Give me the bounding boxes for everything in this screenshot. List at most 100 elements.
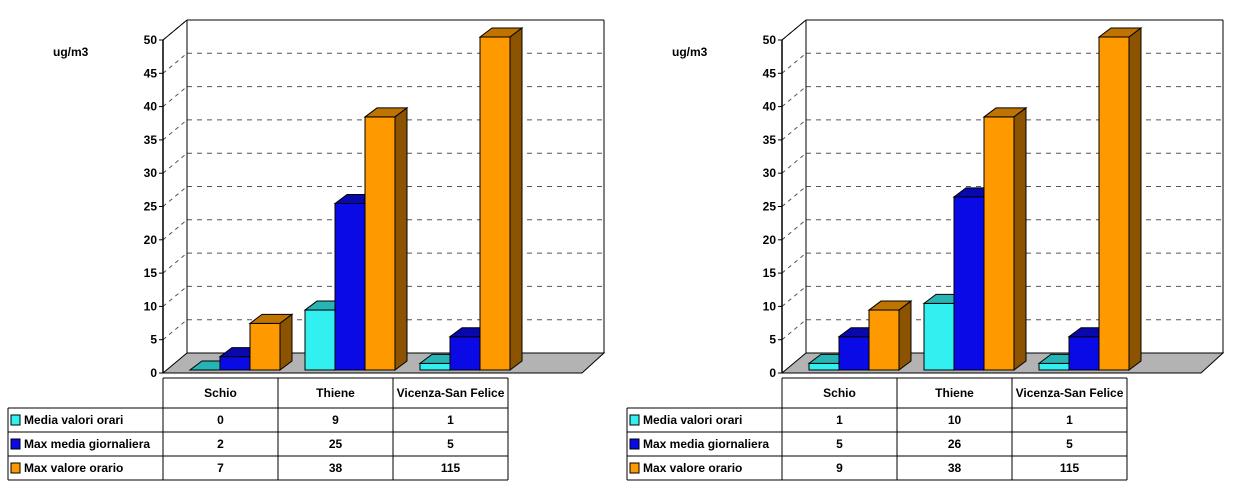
y-tick-label: 5 [769, 333, 776, 347]
gridline-diagonal [781, 119, 807, 141]
bar [867, 300, 913, 371]
category-label: Schio [823, 386, 856, 400]
legend-label: Max valore orario [643, 461, 742, 475]
legend-swatch [10, 462, 21, 474]
bar [982, 106, 1028, 371]
category-label: Thiene [316, 386, 355, 400]
gridline-diagonal [781, 219, 807, 241]
data-label: 38 [948, 461, 962, 475]
bar-front [334, 203, 366, 371]
data-label: 115 [441, 461, 461, 475]
y-tick-label: 35 [144, 133, 158, 147]
gridline-diagonal [162, 119, 188, 141]
y-tick-label: 0 [769, 366, 776, 380]
gridline-diagonal [781, 186, 807, 207]
data-label: 10 [948, 413, 962, 427]
bar-front [953, 196, 985, 371]
bar-front [479, 36, 511, 371]
gridline-diagonal [781, 86, 807, 107]
gridline-diagonal [781, 152, 807, 174]
y-tick-label: 25 [144, 200, 158, 214]
data-label: 2 [217, 437, 224, 451]
y-tick-label: 0 [150, 366, 157, 380]
category-label: Thiene [935, 386, 974, 400]
y-tick-label: 10 [763, 299, 777, 313]
category-label: Vicenza-San Felice [1016, 386, 1124, 400]
bar-front [364, 116, 396, 371]
data-label: 7 [217, 461, 224, 475]
y-tick-label: 25 [763, 200, 777, 214]
legend-label: Media valori orari [24, 413, 123, 427]
bar [478, 27, 524, 371]
legend-label: Max media giornaliera [24, 437, 150, 451]
data-label: 1 [447, 413, 454, 427]
bar-side [898, 300, 912, 371]
y-tick-label: 40 [144, 100, 158, 114]
data-label: 25 [329, 437, 343, 451]
bar-side [394, 106, 408, 371]
y-tick-label: 40 [763, 100, 777, 114]
chart-left: 0 5 10 15 20 25 30 35 40 45 50 ug/m3 Schio Thiene Vice… [0, 0, 618, 482]
bar-front [868, 309, 900, 371]
gridline-diagonal [162, 219, 188, 241]
bar-front [983, 116, 1015, 371]
category-label: Schio [204, 386, 237, 400]
gridline-diagonal [162, 152, 188, 174]
bar-front [808, 362, 840, 371]
data-label: 5 [836, 437, 843, 451]
bar-front [838, 336, 870, 371]
y-tick-label: 50 [763, 33, 777, 47]
data-label: 9 [836, 461, 843, 475]
chart-right: 0 5 10 15 20 25 30 35 40 45 50 ug/m3 Schio Thiene Vice… [619, 0, 1237, 482]
y-tick-label: 35 [763, 133, 777, 147]
bar-front [1068, 336, 1100, 371]
y-tick-label: 30 [144, 166, 158, 180]
category-label: Vicenza-San Felice [397, 386, 505, 400]
data-label: 1 [1066, 413, 1073, 427]
y-tick-label: 20 [763, 233, 777, 247]
gridline-diagonal [781, 52, 807, 74]
data-label: 9 [332, 413, 339, 427]
legend-label: Media valori orari [643, 413, 742, 427]
data-label: 5 [447, 437, 454, 451]
y-tick-label: 10 [144, 299, 158, 313]
bar [248, 313, 294, 371]
gridline-diagonal [781, 319, 807, 341]
gridline-diagonal [162, 52, 188, 74]
legend-label: Max media giornaliera [643, 437, 769, 451]
legend-swatch [629, 438, 640, 450]
bar-front [419, 362, 451, 371]
bar [363, 106, 409, 371]
gridline-diagonal [781, 252, 807, 274]
bar-front [1038, 362, 1070, 371]
bar-side [1128, 27, 1142, 371]
legend-swatch [10, 414, 21, 426]
bar-side [279, 313, 293, 371]
data-label: 0 [217, 413, 224, 427]
legend-swatch [10, 438, 21, 450]
data-label: 38 [329, 461, 343, 475]
bar-front [249, 322, 281, 371]
bar-front [449, 336, 481, 371]
legend-swatch [629, 414, 640, 426]
y-tick-label: 45 [144, 66, 158, 80]
unit-label: ug/m3 [53, 45, 89, 59]
data-label: 115 [1060, 461, 1080, 475]
y-tick-label: 20 [144, 233, 158, 247]
data-label: 5 [1066, 437, 1073, 451]
bar-front [219, 356, 251, 371]
y-tick-label: 15 [144, 266, 158, 280]
data-label: 26 [948, 437, 962, 451]
gridline-diagonal [162, 319, 188, 341]
gridline-diagonal [162, 252, 188, 274]
bar-side [509, 27, 523, 371]
bar-front [923, 302, 955, 371]
y-tick-label: 15 [763, 266, 777, 280]
unit-label: ug/m3 [672, 45, 708, 59]
bar [1097, 27, 1143, 371]
bar-front [304, 309, 336, 371]
y-tick-label: 30 [763, 166, 777, 180]
bar-side [1013, 106, 1027, 371]
